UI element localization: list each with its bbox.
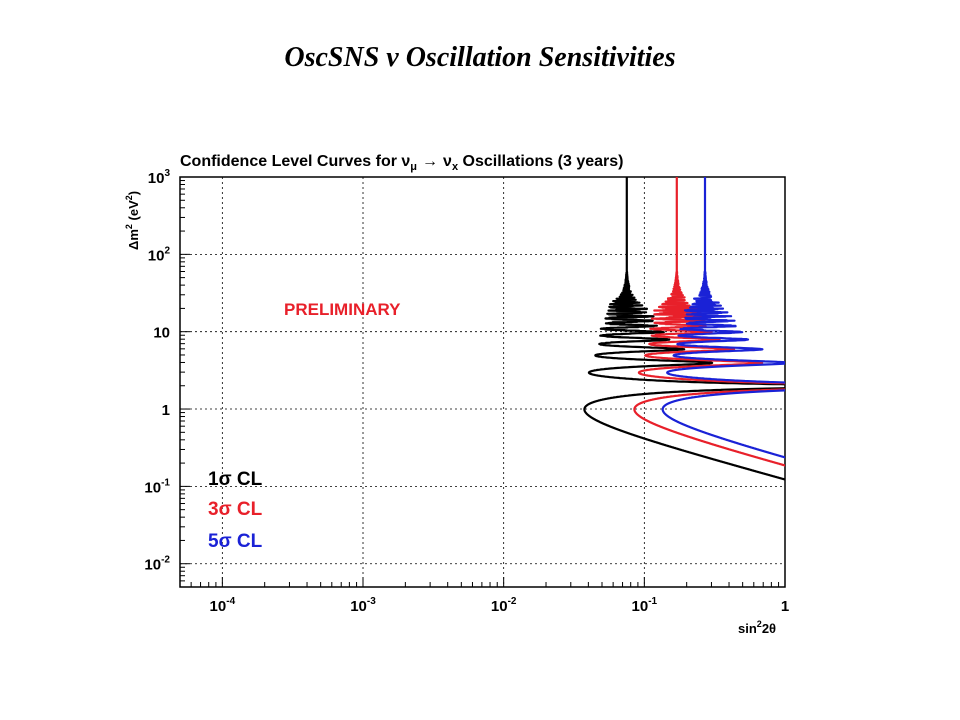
plot-title: Confidence Level Curves for νμ → νx Oscill… (180, 153, 623, 173)
minor-ticks (179, 180, 780, 588)
x-tick-label: 10-1 (632, 596, 658, 615)
y-tick-label: 102 (148, 245, 171, 264)
y-tick-label: 103 (148, 168, 171, 187)
y-tick-label: 10 (153, 325, 170, 342)
legend-1sigma: 1σ CL (208, 469, 263, 490)
y-tick-label: 10-2 (144, 555, 170, 574)
legend: 1σ CL 3σ CL 5σ CL (208, 469, 263, 552)
x-tick-labels: 10-4 10-3 10-2 10-1 1 (210, 596, 790, 615)
legend-5sigma: 5σ CL (208, 531, 263, 552)
curves (583, 177, 785, 481)
y-tick-labels: 10-2 10-1 1 10 102 103 (144, 168, 170, 574)
legend-3sigma: 3σ CL (208, 499, 263, 520)
x-tick-label: 10-4 (210, 596, 236, 615)
grid (180, 177, 785, 587)
y-tick-label: 10-1 (144, 477, 170, 496)
y-tick-label: 1 (162, 402, 170, 419)
x-tick-label: 10-2 (491, 596, 517, 615)
preliminary-annotation: PRELIMINARY (284, 300, 401, 319)
x-axis-title: sin22θ (738, 619, 776, 636)
series-line-1 (583, 177, 785, 481)
x-tick-label: 1 (781, 598, 789, 615)
series-line-2 (633, 177, 785, 467)
y-axis-title: Δm2 (eV2) (124, 191, 141, 250)
series-line-3 (661, 177, 785, 459)
x-tick-label: 10-3 (350, 596, 376, 615)
page-title: OscSNS ν Oscillation Sensitivities (284, 42, 676, 73)
